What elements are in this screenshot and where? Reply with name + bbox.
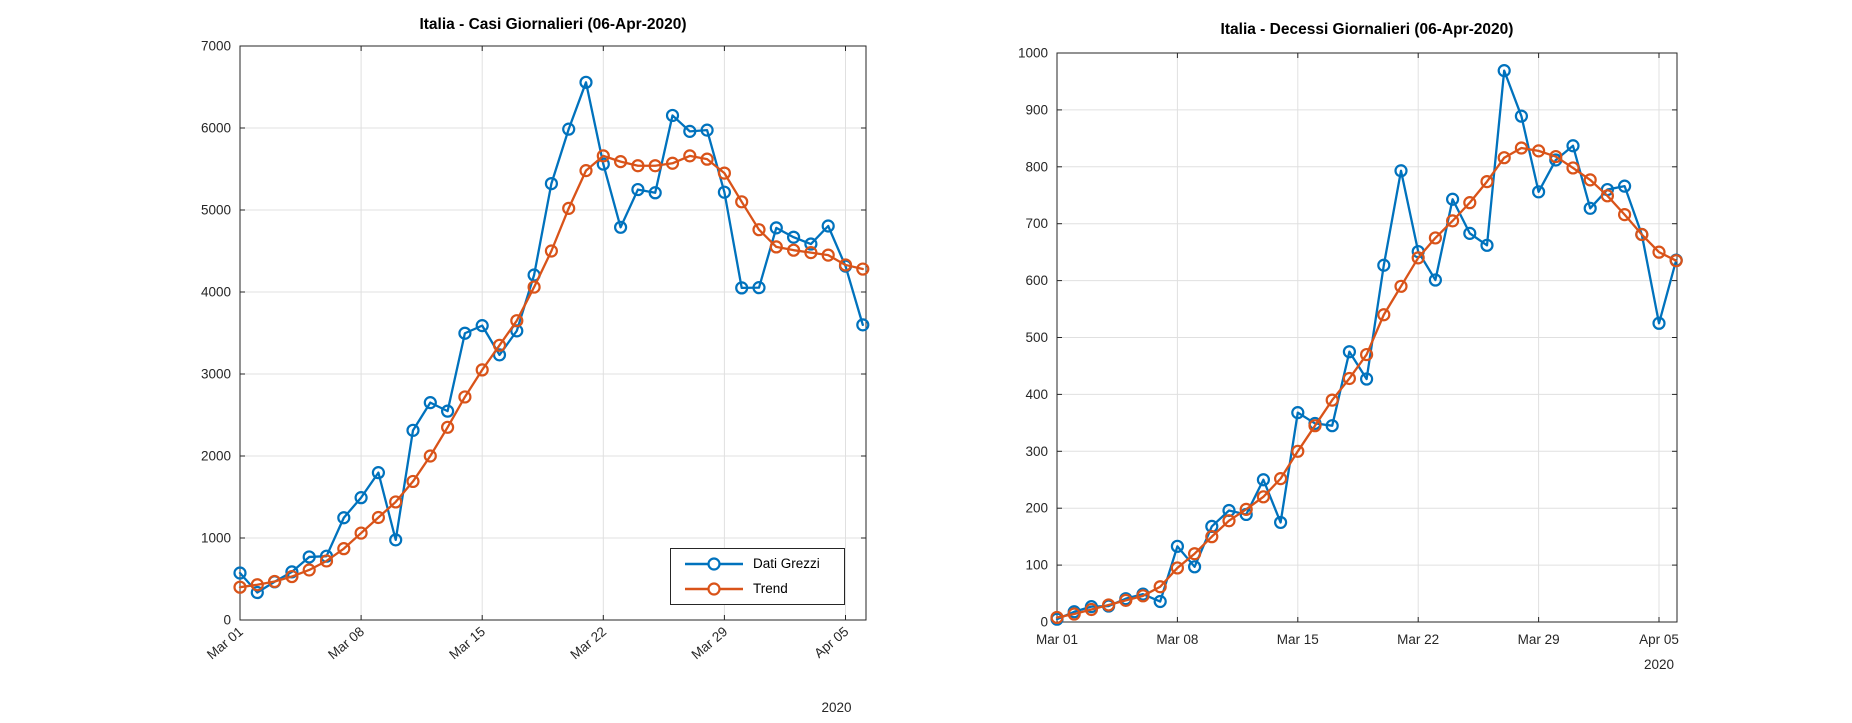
legend: Dati Grezzi Trend (670, 548, 845, 605)
svg-text:Mar 01: Mar 01 (1036, 632, 1078, 647)
svg-text:200: 200 (1025, 501, 1048, 516)
svg-text:900: 900 (1025, 102, 1048, 117)
svg-text:1000: 1000 (201, 531, 231, 546)
svg-text:400: 400 (1025, 387, 1048, 402)
svg-text:0: 0 (1040, 615, 1048, 630)
svg-text:700: 700 (1025, 216, 1048, 231)
svg-text:7000: 7000 (201, 39, 231, 54)
chart-cases-title: Italia - Casi Giornalieri (06-Apr-2020) (419, 16, 687, 33)
svg-text:800: 800 (1025, 159, 1048, 174)
svg-text:4000: 4000 (201, 285, 231, 300)
line-circle-marker-icon (685, 582, 743, 596)
legend-item-trend: Trend (683, 578, 844, 600)
legend-label-trend: Trend (753, 581, 788, 597)
svg-text:Mar 22: Mar 22 (1397, 632, 1439, 647)
svg-text:Mar 15: Mar 15 (1277, 632, 1319, 647)
svg-text:2020: 2020 (1644, 657, 1674, 672)
chart-deaths-title: Italia - Decessi Giornalieri (06-Apr-202… (1220, 21, 1514, 38)
svg-text:300: 300 (1025, 444, 1048, 459)
svg-text:6000: 6000 (201, 121, 231, 136)
svg-text:0: 0 (223, 613, 231, 628)
legend-label-raw: Dati Grezzi (753, 556, 820, 572)
svg-text:1000: 1000 (1018, 46, 1048, 61)
svg-text:600: 600 (1025, 273, 1048, 288)
svg-text:Mar 29: Mar 29 (1518, 632, 1560, 647)
line-circle-marker-icon (685, 557, 743, 571)
svg-text:Mar 08: Mar 08 (1156, 632, 1198, 647)
svg-text:100: 100 (1025, 558, 1048, 573)
svg-text:5000: 5000 (201, 203, 231, 218)
legend-item-raw: Dati Grezzi (683, 553, 844, 575)
svg-text:Apr 05: Apr 05 (1639, 632, 1679, 647)
svg-text:2020: 2020 (821, 700, 851, 715)
svg-text:500: 500 (1025, 330, 1048, 345)
svg-text:2000: 2000 (201, 449, 231, 464)
svg-text:3000: 3000 (201, 367, 231, 382)
